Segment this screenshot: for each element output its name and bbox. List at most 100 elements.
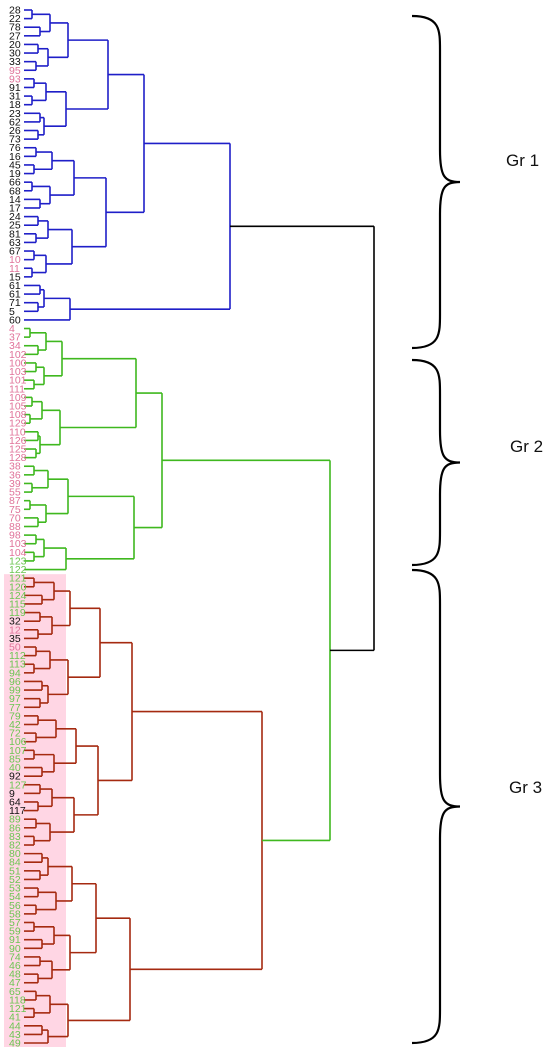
leaf-label: 5 <box>9 306 15 318</box>
leaf-label: 79 <box>9 710 21 722</box>
leaf-label: 73 <box>9 134 21 146</box>
leaf-label: 44 <box>9 1020 21 1032</box>
leaf-label: 33 <box>9 56 21 68</box>
leaf-label: 93 <box>9 73 21 85</box>
leaf-label: 100 <box>9 357 27 369</box>
leaf-label: 48 <box>9 969 21 981</box>
leaf-label: 9 <box>9 788 15 800</box>
leaf-label: 113 <box>9 659 26 671</box>
leaf-label: 23 <box>9 108 21 120</box>
leaf-label: 50 <box>9 642 21 654</box>
leaf-label: 78 <box>9 22 21 34</box>
leaf-label: 66 <box>9 177 21 189</box>
leaf-label: 67 <box>9 246 21 258</box>
leaf-label: 115 <box>9 598 26 610</box>
leaf-label: 20 <box>9 39 21 51</box>
leaf-label: 121 <box>9 573 27 585</box>
leaf-label: 88 <box>9 521 21 533</box>
leaf-label: 4 <box>9 323 15 335</box>
leaf-label: 97 <box>9 693 21 705</box>
leaf-label: 112 <box>9 650 26 662</box>
leaf-label: 41 <box>9 1012 21 1024</box>
leaf-label: 126 <box>9 435 27 447</box>
leaf-label: 77 <box>9 702 21 714</box>
leaf-label: 87 <box>9 495 21 507</box>
group-braces <box>411 14 461 1045</box>
leaf-label: 71 <box>9 297 21 309</box>
leaf-label: 24 <box>9 211 21 223</box>
leaf-label: 42 <box>9 719 21 731</box>
leaf-label: 124 <box>9 590 27 602</box>
leaf-label: 107 <box>9 745 27 757</box>
leaf-label: 49 <box>9 1038 21 1050</box>
leaf-label: 104 <box>9 547 27 559</box>
leaf-label: 105 <box>9 400 27 412</box>
leaf-labels: 2822782720303395939131182362267376164519… <box>9 5 27 1050</box>
leaf-label: 111 <box>9 383 25 395</box>
leaf-label: 129 <box>9 418 27 430</box>
leaf-label: 65 <box>9 986 21 998</box>
leaf-label: 46 <box>9 960 21 972</box>
leaf-label: 62 <box>9 116 21 128</box>
group-label-gr2: Gr 2 <box>510 437 543 456</box>
leaf-label: 103 <box>9 366 27 378</box>
leaf-label: 103 <box>9 538 27 550</box>
leaf-label: 99 <box>9 685 21 697</box>
leaf-label: 10 <box>9 254 21 266</box>
leaf-label: 43 <box>9 1029 21 1041</box>
leaf-label: 40 <box>9 762 21 774</box>
leaf-label: 125 <box>9 444 27 456</box>
brace-gr3 <box>411 568 461 1045</box>
leaf-label: 76 <box>9 142 21 154</box>
leaf-label: 110 <box>9 426 26 438</box>
leaf-label: 119 <box>9 607 26 619</box>
leaf-label: 12 <box>9 624 21 636</box>
leaf-label: 59 <box>9 926 21 938</box>
leaf-label: 82 <box>9 840 21 852</box>
leaf-label: 108 <box>9 409 27 421</box>
leaf-label: 22 <box>9 13 21 25</box>
leaf-label: 106 <box>9 736 27 748</box>
leaf-label: 95 <box>9 65 21 77</box>
leaf-label: 15 <box>9 271 21 283</box>
leaf-label: 27 <box>9 30 21 42</box>
leaf-label: 80 <box>9 848 21 860</box>
group-label-gr3: Gr 3 <box>509 778 542 797</box>
leaf-label: 16 <box>9 151 21 163</box>
leaf-label: 14 <box>9 194 21 206</box>
leaf-label: 128 <box>9 452 27 464</box>
leaf-label: 102 <box>9 349 27 361</box>
leaf-label: 45 <box>9 159 21 171</box>
leaf-label: 86 <box>9 822 21 834</box>
leaf-label: 37 <box>9 332 21 344</box>
leaf-label: 81 <box>9 228 21 240</box>
leaf-label: 89 <box>9 814 21 826</box>
group-label-gr1: Gr 1 <box>506 151 539 170</box>
leaf-label: 18 <box>9 99 21 111</box>
leaf-label: 118 <box>9 994 26 1006</box>
leaf-label: 61 <box>9 280 21 292</box>
leaf-label: 90 <box>9 943 21 955</box>
leaf-label: 39 <box>9 478 21 490</box>
leaf-label: 75 <box>9 504 21 516</box>
leaf-label: 121 <box>9 1003 27 1015</box>
leaf-label: 26 <box>9 125 21 137</box>
leaf-label: 28 <box>9 5 21 17</box>
leaf-label: 52 <box>9 874 21 886</box>
group-labels: Gr 1 Gr 2 Gr 3 <box>506 151 543 797</box>
leaf-label: 53 <box>9 883 21 895</box>
leaf-label: 74 <box>9 951 21 963</box>
leaf-label: 32 <box>9 616 21 628</box>
leaf-label: 85 <box>9 753 21 765</box>
leaf-label: 72 <box>9 728 21 740</box>
leaf-label: 68 <box>9 185 21 197</box>
leaf-label: 58 <box>9 908 21 920</box>
dendrogram-branches <box>24 9 375 1044</box>
leaf-label: 64 <box>9 796 21 808</box>
leaf-label: 120 <box>9 581 27 593</box>
leaf-label: 83 <box>9 831 21 843</box>
leaf-label: 57 <box>9 917 21 929</box>
leaf-label: 63 <box>9 237 21 249</box>
leaf-label: 122 <box>9 564 27 576</box>
